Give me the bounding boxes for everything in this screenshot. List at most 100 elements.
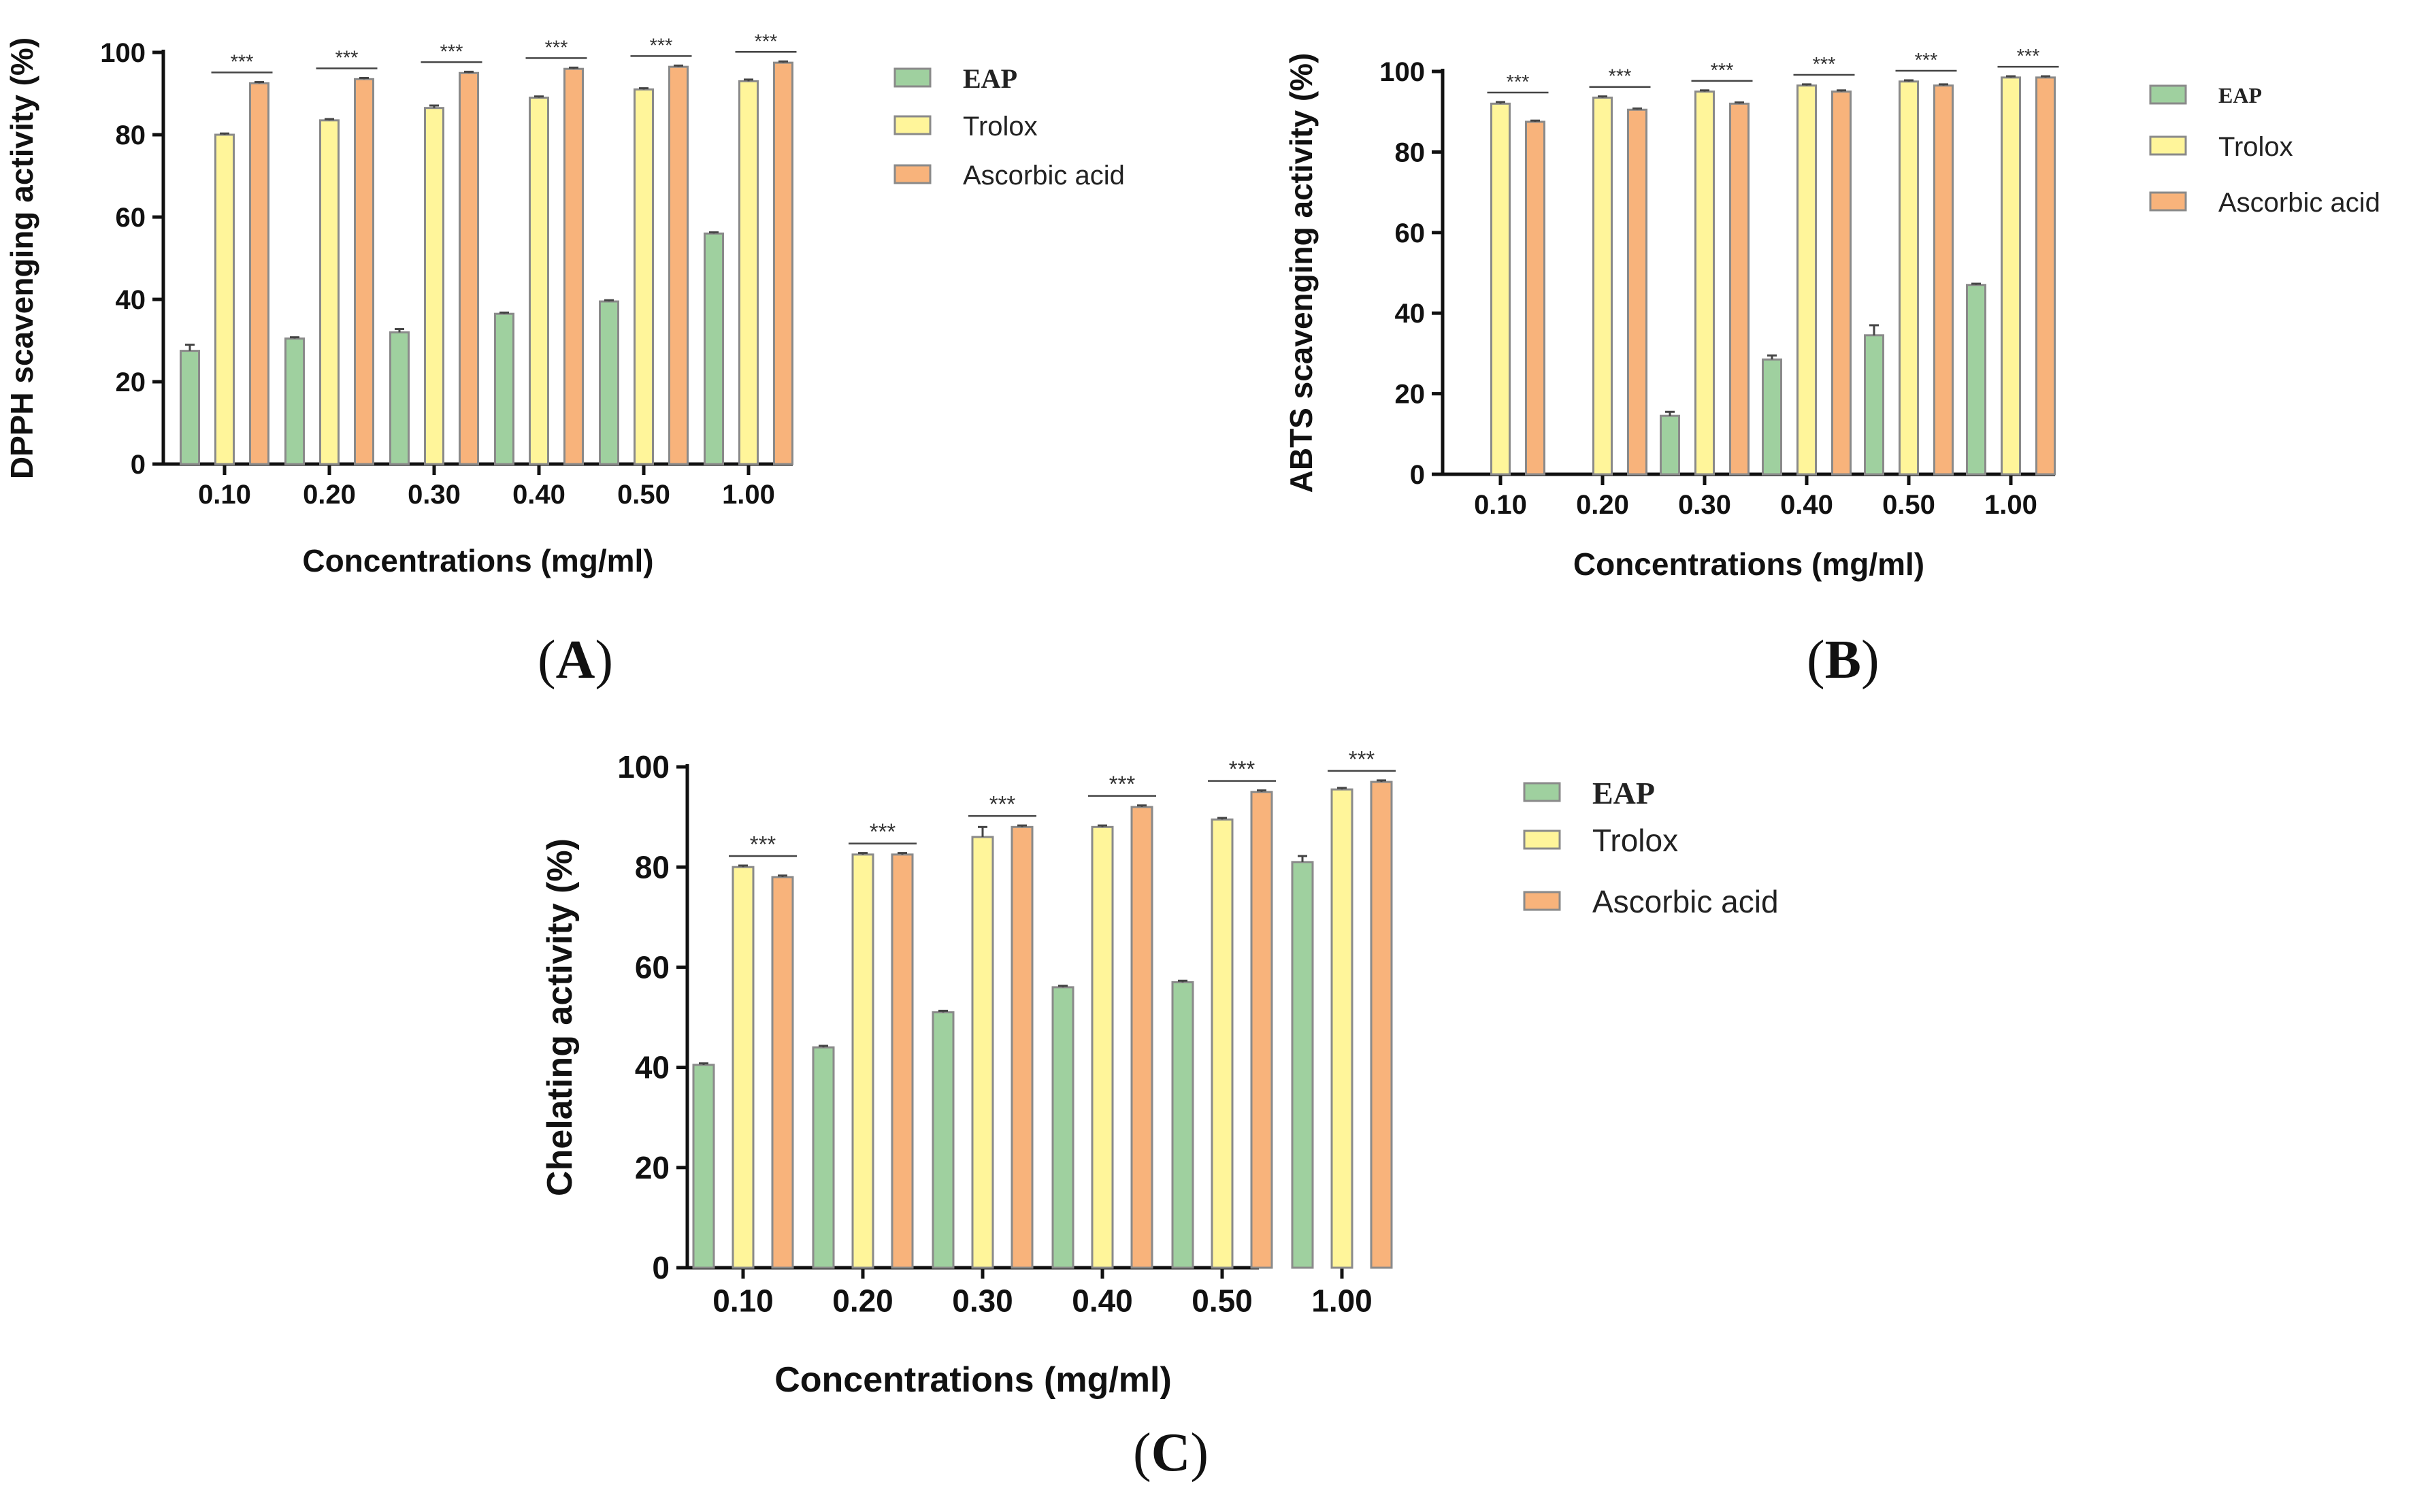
chart-c-x-tick-label: 0.50	[1192, 1283, 1253, 1318]
chart-b-bar-ascorbic-acid-0.20	[1627, 108, 1647, 476]
panel-label-b: (B)	[1807, 630, 1879, 690]
chart-c-significance-label: ***	[989, 791, 1016, 817]
chart-b-y-tick-label: 40	[1395, 299, 1426, 329]
chart-c-significance-label: ***	[1349, 746, 1375, 772]
chart-b-bar-trolox-0.10	[1490, 102, 1511, 476]
chart-b-y-axis-label: ABTS scavenging activity (%)	[1283, 53, 1319, 493]
chart-b-significance-label: ***	[1813, 54, 1836, 76]
chart-a-bar-eap-0.30	[389, 331, 410, 465]
chart-c-x-tick-label: 0.10	[712, 1283, 774, 1318]
chart-a-legend-swatch-eap	[893, 67, 932, 88]
chart-b-bar-ascorbic-acid-0.30	[1729, 102, 1750, 476]
chart-b-significance-label: ***	[1915, 50, 1938, 71]
chart-a-bar-ascorbic-acid-0.30	[459, 71, 479, 465]
chart-c-bar-trolox-0.50	[1211, 818, 1234, 1269]
chart-c-bar-trolox-0.20	[851, 853, 874, 1269]
chart-c-y-tick-label: 0	[652, 1250, 670, 1285]
chart-c-x-tick-label: 0.40	[1072, 1283, 1133, 1318]
panel-label-c: (C)	[1133, 1423, 1209, 1483]
chart-b-legend-swatch-eap	[2149, 84, 2187, 105]
chart-a-legend-label-eap: EAP	[963, 63, 1017, 94]
chart-b-significance-label: ***	[1609, 66, 1632, 88]
chart-a-y-tick-label: 80	[116, 120, 146, 150]
chart-a-bar-trolox-0.10	[214, 133, 235, 465]
chart-a-y-axis-label: DPPH scavenging activity (%)	[4, 37, 39, 479]
chart-b-x-tick-label: 0.10	[1474, 490, 1527, 520]
chart-c-y-tick-label: 60	[635, 950, 670, 985]
chart-a-x-tick-label: 1.00	[722, 480, 775, 510]
chart-b-legend-swatch-trolox	[2149, 135, 2187, 156]
chart-a-bar-eap-0.20	[284, 337, 305, 465]
chart-a-y-tick-label: 100	[100, 38, 146, 68]
chart-b-y-tick-label: 100	[1379, 57, 1425, 87]
chart-c-significance-label: ***	[1229, 757, 1255, 782]
chart-b-y-tick-label: 60	[1395, 218, 1426, 248]
chart-c-legend-swatch-ascorbic-acid	[1523, 891, 1561, 911]
chart-c-x-tick-label: 0.30	[952, 1283, 1013, 1318]
chart-a-legend-swatch-trolox	[893, 115, 932, 135]
chart-a-significance-label: ***	[335, 48, 359, 69]
chart-c-legend-swatch-eap	[1523, 782, 1561, 802]
chart-a: 0 20 40 60 80 100 DPPH scavenging activity (%)…	[4, 31, 1125, 578]
chart-b-legend-label-eap: EAP	[2218, 83, 2262, 108]
chart-b-y-tick-label: 0	[1410, 460, 1425, 490]
chart-b-bar-eap-0.30	[1660, 414, 1680, 476]
chart-a-bar-trolox-1.00	[738, 80, 759, 465]
chart-b-x-tick-label: 0.20	[1576, 490, 1629, 520]
chart-a-legend-swatch-ascorbic-acid	[893, 164, 932, 184]
chart-c-bar-eap-0.20	[812, 1046, 835, 1269]
chart-c-significance-label: ***	[870, 819, 896, 844]
chart-c-bar-ascorbic-acid-0.40	[1130, 806, 1153, 1269]
chart-c-bar-eap-0.10	[692, 1064, 715, 1269]
chart-b-bar-eap-1.00	[1966, 284, 1986, 476]
chart-a-bar-ascorbic-acid-1.00	[773, 61, 793, 465]
chart-b-bar-trolox-0.40	[1796, 84, 1817, 476]
chart-b-y-tick-label: 20	[1395, 380, 1426, 410]
chart-b-significance-label: ***	[2017, 46, 2040, 67]
chart-c-y-tick-label: 100	[617, 749, 670, 785]
chart-c-bar-trolox-0.40	[1091, 825, 1114, 1269]
chart-a-significance-label: ***	[231, 52, 254, 73]
chart-a-bar-ascorbic-acid-0.10	[249, 82, 269, 465]
chart-c-x-tick-label: 1.00	[1311, 1283, 1373, 1318]
chart-c-y-tick-label: 80	[635, 849, 670, 885]
chart-c-bar-eap-0.40	[1051, 986, 1074, 1269]
chart-b-bar-trolox-0.30	[1694, 91, 1715, 476]
chart-a-y-tick-label: 60	[116, 203, 146, 233]
chart-b-x-tick-label: 0.50	[1882, 490, 1935, 520]
chart-b-legend-label-ascorbic-acid: Ascorbic acid	[2218, 188, 2380, 218]
chart-b-bar-eap-0.50	[1864, 334, 1884, 476]
chart-c-bar-ascorbic-acid-0.20	[891, 853, 914, 1269]
chart-c-y-axis-label: Chelating activity (%)	[540, 838, 580, 1196]
chart-a-y-tick-label: 40	[116, 285, 146, 315]
chart-a-bar-eap-0.10	[180, 350, 200, 465]
chart-a-bar-eap-0.50	[599, 300, 619, 465]
chart-a-bar-ascorbic-acid-0.50	[668, 65, 689, 465]
chart-a-significance-label: ***	[650, 35, 673, 56]
chart-a-legend-label-ascorbic-acid: Ascorbic acid	[963, 161, 1125, 191]
chart-c-legend-swatch-trolox	[1523, 829, 1561, 850]
chart-c-bar-trolox-0.30	[971, 836, 994, 1269]
chart-a-legend-label-trolox: Trolox	[963, 112, 1038, 142]
chart-c-bar-trolox-0.10	[732, 866, 755, 1269]
chart-a-y-tick-label: 20	[116, 367, 146, 397]
chart-c-bar-ascorbic-acid-1.00	[1370, 780, 1393, 1269]
chart-b-legend-swatch-ascorbic-acid	[2149, 191, 2187, 212]
chart-c-y-tick-label: 40	[635, 1050, 670, 1085]
chart-b-y-tick-label: 80	[1395, 137, 1426, 167]
chart-b-x-tick-label: 0.40	[1780, 490, 1833, 520]
chart-c-legend-label-eap: EAP	[1592, 776, 1655, 810]
chart-a-x-tick-label: 0.40	[512, 480, 565, 510]
chart-b-bar-trolox-1.00	[2001, 76, 2021, 476]
chart-c-bar-ascorbic-acid-0.30	[1011, 825, 1034, 1269]
chart-b-bar-ascorbic-acid-0.10	[1525, 120, 1545, 476]
chart-b-bar-ascorbic-acid-0.40	[1831, 91, 1852, 476]
chart-a-bar-ascorbic-acid-0.20	[354, 78, 374, 465]
chart-a-bar-eap-0.40	[494, 312, 514, 465]
chart-b-x-tick-label: 1.00	[1984, 490, 2037, 520]
chart-a-y-tick-label: 0	[131, 450, 146, 480]
chart-a-bar-trolox-0.50	[634, 88, 654, 465]
chart-b-bar-trolox-0.20	[1592, 96, 1613, 476]
chart-a-x-tick-label: 0.50	[617, 480, 670, 510]
chart-a-x-tick-label: 0.30	[408, 480, 461, 510]
